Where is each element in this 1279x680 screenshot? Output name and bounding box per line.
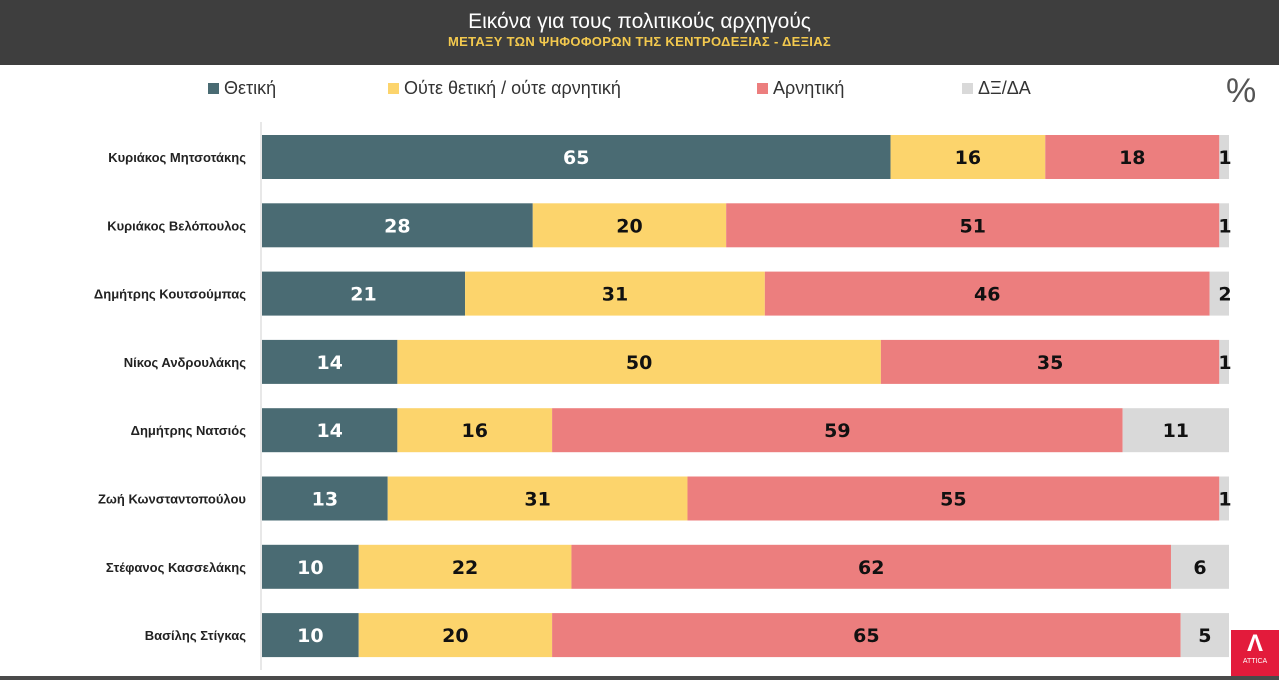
category-label: Νίκος Ανδρουλάκης xyxy=(124,355,246,370)
chart-subtitle: ΜΕΤΑΞΥ ΤΩΝ ΨΗΦΟΦΟΡΩΝ ΤΗΣ ΚΕΝΤΡΟΔΕΞΙΑΣ - … xyxy=(447,34,831,49)
bottom-border xyxy=(0,676,1279,680)
data-label: 28 xyxy=(384,215,410,237)
bar-segment xyxy=(397,408,553,453)
category-label: Δημήτρης Κουτσούμπας xyxy=(94,287,246,302)
bar-segment xyxy=(262,339,398,384)
category-label: Βασίλης Στίγκας xyxy=(145,628,246,643)
bar-segment xyxy=(1045,135,1220,179)
category-label: Στέφανος Κασσελάκης xyxy=(106,560,246,575)
bar-segment xyxy=(532,203,727,248)
bar-segment xyxy=(552,408,1123,453)
attica-logo: Λ ATTICA xyxy=(1231,630,1279,678)
category-label: Κυριάκος Βελόπουλος xyxy=(107,218,246,233)
category-label: Κυριάκος Μητσοτάκης xyxy=(108,150,246,165)
legend-swatch xyxy=(388,83,399,94)
legend-label: ΔΞ/ΔΑ xyxy=(978,78,1031,98)
bar-segment xyxy=(387,476,688,521)
legend-label: Ούτε θετική / ούτε αρνητική xyxy=(404,78,621,98)
legend-item: Ούτε θετική / ούτε αρνητική xyxy=(388,78,621,99)
bar-segment xyxy=(1219,476,1229,521)
data-label: 1 xyxy=(1218,489,1231,511)
percent-unit-label: % xyxy=(1226,72,1257,110)
data-label: 1 xyxy=(1218,352,1231,374)
bar-segment xyxy=(397,339,881,384)
data-label: 62 xyxy=(858,557,884,579)
data-label: 31 xyxy=(524,489,550,511)
legend-item: Θετική xyxy=(208,78,276,99)
data-label: 59 xyxy=(824,420,850,442)
bar-segment xyxy=(1209,271,1229,316)
data-label: 31 xyxy=(602,284,628,306)
bar-segment xyxy=(262,135,891,179)
data-label: 10 xyxy=(297,625,323,647)
legend-label: Θετική xyxy=(224,78,277,98)
data-label: 18 xyxy=(1119,147,1145,169)
header: Εικόνα για τους πολιτικούς αρχηγούς ΜΕΤΑ… xyxy=(0,0,1279,65)
legend-swatch xyxy=(208,83,219,94)
data-label: 16 xyxy=(955,147,981,169)
category-label: Δημήτρης Νατσιός xyxy=(131,423,247,438)
legend-label: Αρνητική xyxy=(773,78,845,98)
bar-segment xyxy=(1170,544,1229,589)
data-label: 11 xyxy=(1163,420,1189,442)
bar-segment xyxy=(262,271,466,316)
bar-segment xyxy=(358,613,553,658)
legend-item: ΔΞ/ΔΑ xyxy=(962,78,1031,99)
category-label: Ζωή Κωνσταντοπούλου xyxy=(98,492,246,507)
bar-segment xyxy=(890,135,1046,179)
bar-segment xyxy=(687,476,1220,521)
bar-segment xyxy=(1219,135,1229,179)
legend-item: Αρνητική xyxy=(757,78,844,99)
data-label: 5 xyxy=(1198,625,1211,647)
data-label: 16 xyxy=(462,420,488,442)
bar-segment xyxy=(552,613,1181,658)
data-label: 46 xyxy=(974,284,1000,306)
bar-segment xyxy=(1219,339,1229,384)
data-label: 1 xyxy=(1218,215,1231,237)
bar-segment xyxy=(262,476,388,521)
data-label: 65 xyxy=(853,625,879,647)
data-label: 55 xyxy=(940,489,966,511)
bar-segment xyxy=(880,339,1220,384)
data-label: 20 xyxy=(442,625,468,647)
data-label: 1 xyxy=(1218,147,1231,169)
legend-swatch xyxy=(757,83,768,94)
data-label: 21 xyxy=(350,284,376,306)
data-label: 14 xyxy=(316,420,342,442)
legend: Θετική Ούτε θετική / ούτε αρνητική Αρνητικ… xyxy=(0,78,1279,102)
data-label: 6 xyxy=(1193,557,1206,579)
bar-segment xyxy=(1122,408,1229,453)
bar-segment xyxy=(726,203,1220,248)
data-label: 51 xyxy=(960,215,986,237)
data-label: 14 xyxy=(316,352,342,374)
bar-segment xyxy=(764,271,1210,316)
legend-swatch xyxy=(962,83,973,94)
data-label: 13 xyxy=(312,489,338,511)
data-label: 20 xyxy=(616,215,642,237)
bar-segment xyxy=(262,408,398,453)
logo-text: ATTICA xyxy=(1242,658,1268,665)
data-label: 2 xyxy=(1218,284,1231,306)
bar-segment xyxy=(1180,613,1229,658)
logo-a-icon: Λ xyxy=(1246,630,1263,657)
bar-segment xyxy=(465,271,765,316)
data-label: 50 xyxy=(626,352,652,374)
data-label: 10 xyxy=(297,557,323,579)
data-label: 35 xyxy=(1037,352,1063,374)
bar-segment xyxy=(262,613,359,658)
data-label: 22 xyxy=(452,557,478,579)
bar-segment xyxy=(358,544,572,589)
chart-title: Εικόνα για τους πολιτικούς αρχηγούς xyxy=(468,10,811,33)
data-label: 65 xyxy=(563,147,589,169)
bar-segment xyxy=(262,203,533,248)
bar-segment xyxy=(262,544,359,589)
bar-segment xyxy=(571,544,1171,589)
bar-segment xyxy=(1219,203,1229,248)
